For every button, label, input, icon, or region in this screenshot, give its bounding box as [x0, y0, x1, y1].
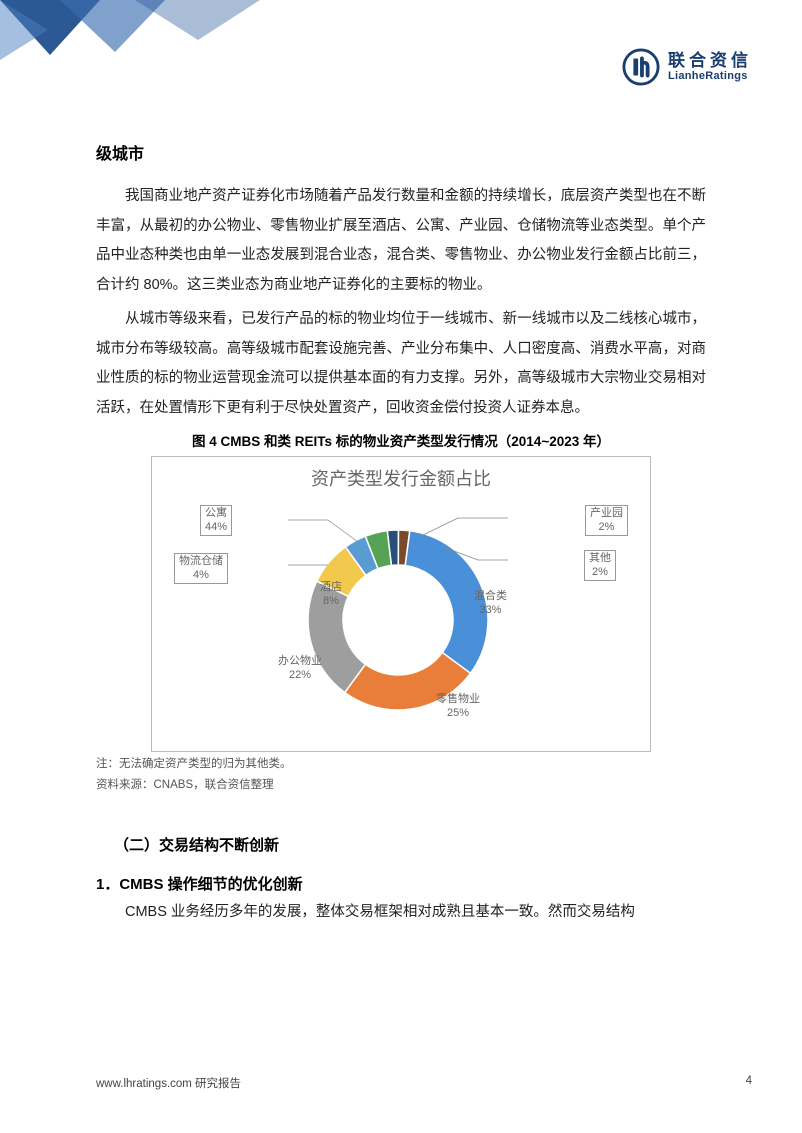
section-heading-3: 1．CMBS 操作细节的优化创新 [96, 873, 706, 894]
paragraph-2: 从城市等级来看，已发行产品的标的物业均位于一线城市、新一线城市以及二线核心城市，… [96, 305, 706, 424]
brand-logo: 联合资信 LianheRatings [622, 48, 752, 86]
label-lingshou: 零售物业25% [436, 693, 480, 721]
page-footer: www.lhratings.com 研究报告 4 [96, 1075, 752, 1091]
donut-chart: 资产类型发行金额占比 公寓44% 物流仓储4% 产业园2% 其他2% 酒店8% … [151, 456, 651, 752]
logo-icon [622, 48, 660, 86]
chart-title: 资产类型发行金额占比 [158, 465, 644, 491]
footer-left: www.lhratings.com 研究报告 [96, 1075, 241, 1091]
paragraph-3: CMBS 业务经历多年的发展，整体交易框架相对成熟且基本一致。然而交易结构 [96, 898, 706, 928]
chart-note-1: 注：无法确定资产类型的归为其他类。 [96, 756, 706, 773]
section-heading-2: （二）交易结构不断创新 [96, 834, 706, 855]
label-chanyeyuan: 产业园2% [585, 505, 628, 537]
chart-note-2: 资料来源：CNABS，联合资信整理 [96, 777, 706, 794]
label-gongyu: 公寓44% [200, 505, 232, 537]
logo-text-cn: 联合资信 [668, 52, 752, 71]
paragraph-1: 我国商业地产资产证券化市场随着产品发行数量和金额的持续增长，底层资产类型也在不断… [96, 182, 706, 301]
figure-title: 图 4 CMBS 和类 REITs 标的物业资产类型发行情况（2014~2023… [96, 430, 706, 450]
label-bangong: 办公物业22% [278, 655, 322, 683]
label-wuliu: 物流仓储4% [174, 553, 228, 585]
continuation-heading: 级城市 [96, 140, 706, 164]
header-decoration [0, 0, 260, 95]
logo-text-en: LianheRatings [668, 70, 752, 82]
label-qita: 其他2% [584, 550, 616, 582]
label-hunhe: 混合类33% [474, 590, 507, 618]
label-jiudian: 酒店8% [320, 581, 342, 609]
footer-page-number: 4 [746, 1075, 752, 1091]
